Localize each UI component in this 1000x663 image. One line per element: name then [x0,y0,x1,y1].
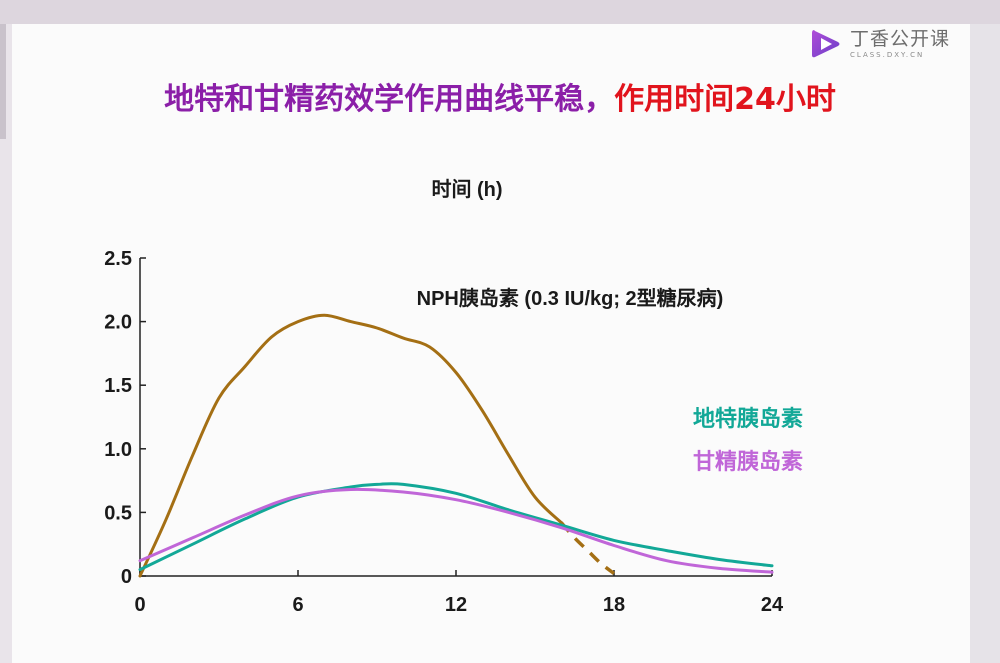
y-tick-label: 0.5 [104,502,132,524]
y-tick-label: 2.5 [104,248,132,270]
y-tick-label: 0 [121,566,132,588]
series-layer [138,313,774,578]
detemir-insulin-line [138,482,774,572]
y-tick-label: 2.0 [104,312,132,334]
x-tick-label: 18 [603,594,625,616]
top-bar [0,0,1000,24]
y-tick-label: 1.0 [104,439,132,461]
right-edge [970,24,1000,663]
logo-text: 丁香公开课 [850,27,951,50]
nph-insulin-line [138,313,563,578]
play-triangle-icon [812,30,840,58]
logo-subtext: CLASS.DXY.CN [850,50,925,59]
x-tick-label: 12 [445,594,467,616]
detemir-insulin-label: 地特胰岛素 [693,406,803,431]
x-tick-label: 24 [761,594,784,616]
slide-canvas [12,24,970,663]
left-edge-strip [0,24,6,139]
title-part-1: 地特和甘精药效学作用曲线平稳， [164,82,615,117]
x-tick-label: 6 [292,594,303,616]
title-part-2: 作用时间24小时 [614,82,836,117]
logo: 丁香公开课 CLASS.DXY.CN [808,24,993,64]
glargine-insulin-label: 甘精胰岛素 [693,449,803,474]
glargine-insulin-line [138,487,774,574]
x-tick-label: 0 [134,594,145,616]
slide-title: 地特和甘精药效学作用曲线平稳，作用时间24小时 [0,74,1000,118]
nph-insulin-label: NPH胰岛素 (0.3 IU/kg; 2型糖尿病) [417,286,724,310]
y-tick-label: 1.5 [104,375,132,397]
axes: 0 0.5 1.0 1.5 2.0 2.5 0 6 12 18 24 [104,248,784,616]
x-axis-title: 时间 (h) [431,178,502,201]
